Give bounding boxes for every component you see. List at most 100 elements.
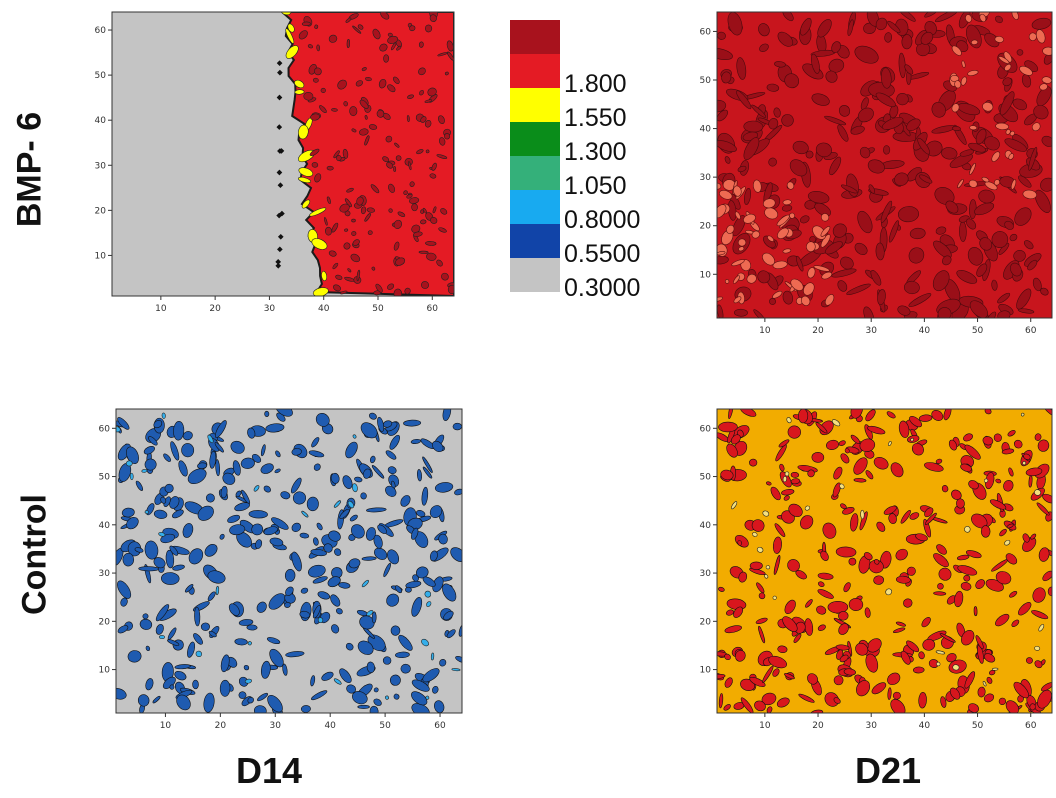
heatmap-patch	[800, 17, 812, 36]
heatmap-patch	[831, 419, 841, 427]
heatmap-patch	[1034, 489, 1042, 496]
heatmap-patch	[837, 611, 849, 621]
heatmap-patch	[436, 154, 448, 159]
heatmap-patch	[390, 625, 401, 636]
heatmap-patch	[983, 653, 996, 663]
heatmap-patch	[144, 458, 157, 471]
heatmap-patch	[737, 238, 747, 247]
heatmap-patch	[762, 252, 775, 266]
y-tick-label: 20	[99, 617, 111, 627]
heatmap-patch	[924, 507, 934, 518]
heatmap-patch	[344, 198, 352, 208]
heatmap-patch	[335, 274, 343, 280]
heatmap-patch	[234, 638, 248, 646]
heatmap-patch	[959, 221, 967, 242]
heatmap-patch	[880, 550, 892, 569]
heatmap-patch	[170, 441, 180, 461]
heatmap-patch	[779, 463, 785, 472]
heatmap-patch	[405, 586, 412, 593]
heatmap-patch	[938, 567, 952, 581]
heatmap-patch	[280, 491, 291, 500]
heatmap-patch	[320, 87, 326, 93]
heatmap-patch	[361, 67, 367, 71]
heatmap-patch	[746, 273, 757, 284]
heatmap-patch	[169, 545, 179, 556]
heatmap-patch	[857, 107, 874, 123]
heatmap-patch	[129, 472, 134, 481]
heatmap-patch	[352, 25, 362, 34]
heatmap-patch	[1029, 703, 1036, 711]
heatmap-patch	[359, 615, 375, 630]
heatmap-patch	[968, 480, 979, 490]
heatmap-patch	[348, 558, 361, 569]
heatmap-patch	[877, 289, 886, 306]
heatmap-patch	[383, 54, 390, 63]
heatmap-patch	[408, 161, 412, 171]
heatmap-patch	[172, 509, 184, 519]
heatmap-patch	[360, 422, 378, 439]
heatmap-patch	[387, 32, 393, 37]
heatmap-patch	[1009, 233, 1018, 242]
heatmap-patch	[426, 601, 432, 607]
heatmap-patch	[948, 439, 958, 451]
heatmap-patch	[385, 695, 389, 700]
heatmap-patch	[418, 250, 429, 254]
heatmap-patch	[366, 610, 374, 617]
heatmap-patch	[406, 193, 413, 199]
heatmap-patch	[1010, 179, 1017, 190]
heatmap-patch	[968, 179, 978, 188]
heatmap-patch	[960, 76, 967, 86]
heatmap-patch	[940, 696, 947, 708]
heatmap-patch	[429, 505, 443, 518]
heatmap-patch	[422, 466, 433, 479]
heatmap-patch	[418, 67, 426, 76]
heatmap-patch	[411, 679, 430, 692]
heatmap-patch	[817, 19, 832, 38]
heatmap-patch	[941, 147, 958, 160]
heatmap-patch	[194, 606, 201, 627]
heatmap-patch	[840, 453, 850, 464]
heatmap-patch	[999, 528, 1007, 537]
legend-label-5: 0.8000	[564, 206, 641, 234]
heatmap-patch	[333, 678, 342, 685]
heatmap-patch	[188, 548, 204, 565]
heatmap-patch	[757, 270, 771, 284]
heatmap-patch	[843, 582, 851, 593]
heatmap-patch	[735, 211, 741, 220]
heatmap-patch	[865, 409, 876, 422]
heatmap-patch	[937, 583, 944, 590]
heatmap-patch	[388, 183, 396, 193]
heatmap-patch	[943, 409, 952, 421]
heatmap-patch	[282, 663, 288, 676]
heatmap-patch	[370, 184, 380, 194]
heatmap-patch	[306, 496, 319, 512]
heatmap-patch	[332, 262, 339, 270]
heatmap-patch	[117, 625, 129, 634]
heatmap-patch	[409, 181, 415, 187]
legend-label-2: 1.550	[564, 104, 627, 132]
heatmap-patch	[300, 587, 309, 594]
heatmap-patch	[1022, 533, 1030, 543]
heatmap-patch	[945, 200, 959, 214]
heatmap-patch	[324, 217, 328, 226]
heatmap-patch	[764, 574, 769, 579]
heatmap-patch	[770, 486, 781, 501]
heatmap-patch	[995, 478, 1002, 484]
heatmap-patch	[184, 584, 194, 593]
heatmap-patch	[904, 280, 920, 295]
heatmap-patch	[364, 213, 371, 222]
heatmap-patch	[717, 109, 729, 122]
heatmap-patch	[829, 156, 842, 176]
heatmap-patch	[867, 425, 886, 435]
plot-frame	[716, 11, 1053, 319]
heatmap-patch	[338, 582, 351, 589]
heatmap-patch	[292, 491, 307, 505]
heatmap-patch	[349, 514, 358, 522]
heatmap-patch	[367, 230, 373, 235]
heatmap-patch	[326, 196, 331, 204]
heatmap-patch	[317, 591, 331, 600]
heatmap-patch	[142, 613, 149, 620]
heatmap-patch	[314, 173, 322, 183]
heatmap-patch	[1031, 17, 1052, 30]
heatmap-patch	[276, 94, 283, 101]
